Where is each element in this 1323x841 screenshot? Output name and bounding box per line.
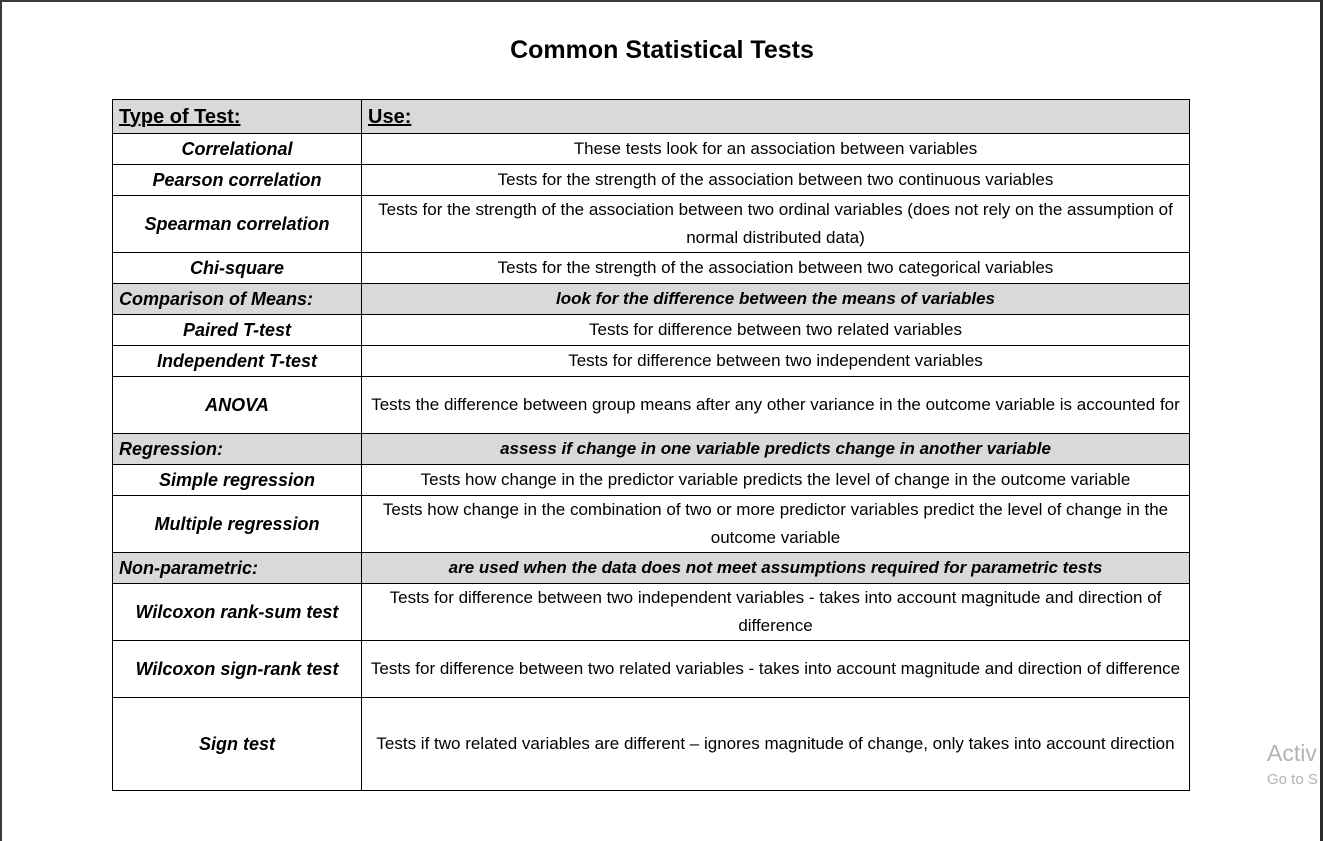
section-name: Non-parametric: <box>112 552 362 584</box>
table-row: Wilcoxon rank-sum test Tests for differe… <box>112 583 1190 641</box>
table-row: Correlational These tests look for an as… <box>112 133 1190 165</box>
watermark-line-2: Go to S <box>1267 771 1318 788</box>
test-use: Tests how change in the predictor variab… <box>361 464 1190 496</box>
section-name: Comparison of Means: <box>112 283 362 315</box>
test-use: Tests for difference between two indepen… <box>361 583 1190 641</box>
window-edge <box>1320 0 1323 841</box>
test-name: Correlational <box>112 133 362 165</box>
header-type-of-test: Type of Test: <box>112 99 362 134</box>
test-use: Tests for the strength of the associatio… <box>361 195 1190 253</box>
section-row-comparison-of-means: Comparison of Means: look for the differ… <box>112 283 1190 315</box>
section-row-non-parametric: Non-parametric: are used when the data d… <box>112 552 1190 584</box>
test-name: Wilcoxon rank-sum test <box>112 583 362 641</box>
test-use: Tests for difference between two related… <box>361 640 1190 698</box>
test-name: Chi-square <box>112 252 362 284</box>
page-title: Common Statistical Tests <box>510 36 814 64</box>
activation-watermark: Activ Go to S <box>1267 740 1322 788</box>
statistical-tests-table: Type of Test: Use: Correlational These t… <box>112 99 1190 791</box>
test-name: ANOVA <box>112 376 362 434</box>
section-name: Regression: <box>112 433 362 465</box>
watermark-line-1: Activ <box>1267 740 1317 766</box>
table-row: Spearman correlation Tests for the stren… <box>112 195 1190 253</box>
table-header-row: Type of Test: Use: <box>112 99 1190 134</box>
table-row: Paired T-test Tests for difference betwe… <box>112 314 1190 346</box>
test-name: Simple regression <box>112 464 362 496</box>
test-name: Pearson correlation <box>112 164 362 196</box>
table-row: Sign test Tests if two related variables… <box>112 697 1190 791</box>
test-name: Sign test <box>112 697 362 791</box>
test-use: Tests for the strength of the associatio… <box>361 164 1190 196</box>
section-description: are used when the data does not meet ass… <box>361 552 1190 584</box>
table-row: Simple regression Tests how change in th… <box>112 464 1190 496</box>
header-use: Use: <box>361 99 1190 134</box>
test-name: Multiple regression <box>112 495 362 553</box>
test-use: These tests look for an association betw… <box>361 133 1190 165</box>
test-use: Tests for the strength of the associatio… <box>361 252 1190 284</box>
test-use: Tests for difference between two indepen… <box>361 345 1190 377</box>
test-name: Spearman correlation <box>112 195 362 253</box>
table-row: Wilcoxon sign-rank test Tests for differ… <box>112 640 1190 698</box>
test-use: Tests for difference between two related… <box>361 314 1190 346</box>
table-row: Independent T-test Tests for difference … <box>112 345 1190 377</box>
section-description: assess if change in one variable predict… <box>361 433 1190 465</box>
test-name: Independent T-test <box>112 345 362 377</box>
test-name: Paired T-test <box>112 314 362 346</box>
table-row: Chi-square Tests for the strength of the… <box>112 252 1190 284</box>
table-row: ANOVA Tests the difference between group… <box>112 376 1190 434</box>
test-name: Wilcoxon sign-rank test <box>112 640 362 698</box>
section-row-regression: Regression: assess if change in one vari… <box>112 433 1190 465</box>
table-row: Pearson correlation Tests for the streng… <box>112 164 1190 196</box>
test-use: Tests if two related variables are diffe… <box>361 697 1190 791</box>
section-description: look for the difference between the mean… <box>361 283 1190 315</box>
test-use: Tests how change in the combination of t… <box>361 495 1190 553</box>
table-row: Multiple regression Tests how change in … <box>112 495 1190 553</box>
test-use: Tests the difference between group means… <box>361 376 1190 434</box>
